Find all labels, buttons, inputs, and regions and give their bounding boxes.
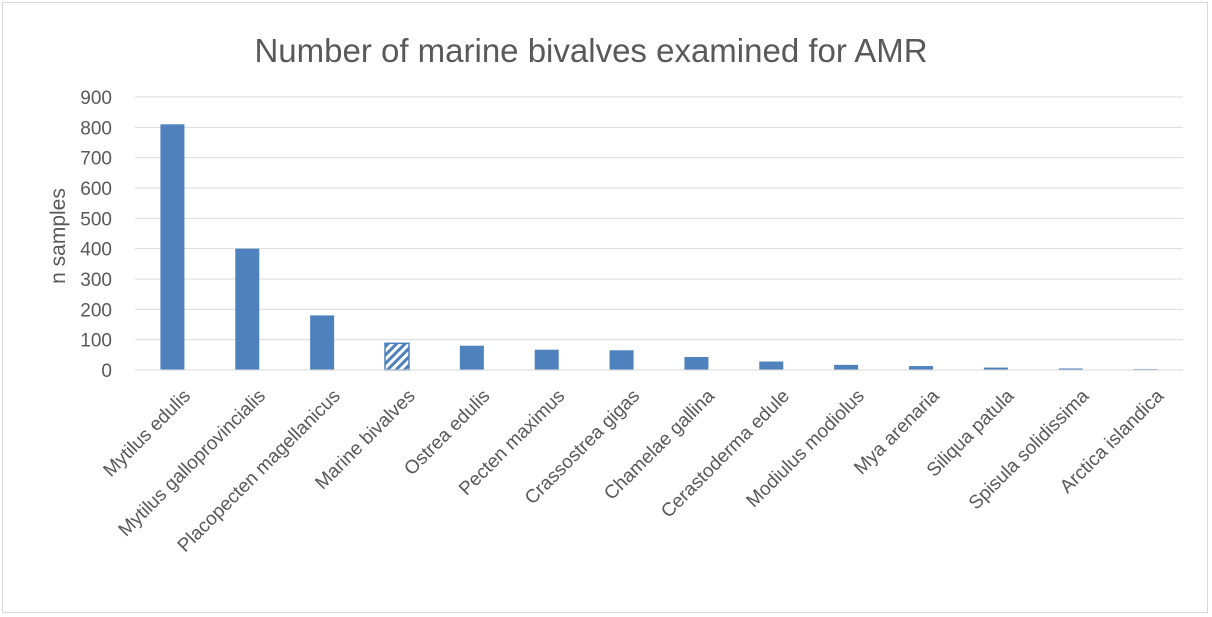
bar-chamelae-gallina [684, 356, 709, 370]
x-tick-label: Mytilus galloprovincialis [115, 386, 270, 541]
y-tick-label: 500 [80, 209, 112, 230]
bar-pecten-maximus [534, 349, 559, 370]
chart-title: Number of marine bivalves examined for A… [254, 32, 927, 69]
bar-siliqua-patula [983, 367, 1008, 370]
bar-spisula-solidissima [1058, 368, 1083, 370]
bar-modiulus-modiolus [834, 364, 859, 370]
y-tick-label: 800 [80, 118, 112, 139]
y-axis-label: n samples [47, 188, 70, 284]
y-tick-label: 400 [80, 240, 112, 261]
bar-mytilus-edulis [160, 124, 185, 370]
y-tick-label: 900 [80, 88, 112, 109]
y-tick-label: 100 [80, 331, 112, 352]
y-tick-label: 200 [80, 300, 112, 321]
bar-cerastoderma-edule [759, 361, 784, 370]
bar-placopecten-magellanicus [310, 315, 335, 370]
y-axis-ticks: 0 100 200 300 400 500 600 700 800 900 [80, 88, 112, 382]
bars [160, 124, 1158, 371]
bar-crassostrea-gigas [609, 350, 634, 370]
y-tick-label: 600 [80, 179, 112, 200]
y-tick-label: 300 [80, 270, 112, 291]
x-tick-label: Cerastoderma edule [657, 386, 794, 523]
bar-ostrea-edulis [459, 345, 484, 370]
bar-mytilus-galloprovincialis [235, 248, 260, 370]
y-tick-label: 700 [80, 149, 112, 170]
bar-mya-arenaria [909, 366, 933, 370]
gridlines [135, 96, 1183, 341]
bar-marine-bivalves [384, 342, 410, 371]
y-tick-label: 0 [101, 361, 112, 382]
